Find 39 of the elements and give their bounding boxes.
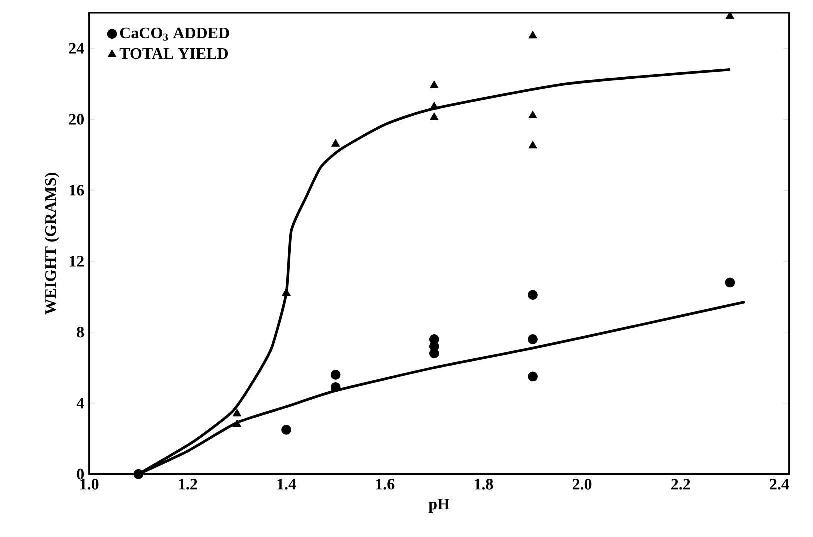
x-tick-label: 1.4 [278, 479, 296, 490]
point [528, 334, 538, 344]
legend-label: CaCO$_{3}$ ADDED [120, 28, 230, 41]
point [282, 288, 291, 296]
point [528, 372, 538, 382]
point [726, 12, 734, 20]
y-tick-label: 24 [69, 43, 84, 54]
x-tick-label: 2.4 [770, 479, 790, 490]
point [429, 348, 440, 359]
point [330, 382, 341, 392]
point [134, 469, 144, 480]
point [725, 278, 736, 288]
point [330, 370, 341, 380]
x-tick-label: 1.0 [80, 479, 99, 490]
point [430, 112, 439, 120]
point [528, 31, 538, 39]
y-tick-label: 16 [70, 185, 84, 196]
x-tick-label: 2.2 [672, 479, 690, 490]
y-tick-label: 4 [76, 398, 84, 409]
x-tick-label: 1.2 [179, 479, 198, 490]
y-tick-label: 0 [77, 468, 84, 480]
point [430, 102, 439, 110]
x-tick-label: 1.6 [376, 479, 395, 490]
x-axis-title: pH [428, 499, 450, 513]
x-tick-label: 1.8 [474, 479, 494, 490]
x-tick-label: 2.0 [572, 479, 592, 490]
point [232, 420, 242, 428]
y-axis-title: WEIGHT (GRAMS) [44, 173, 60, 315]
point [528, 290, 538, 300]
y-tick-label: 12 [70, 256, 84, 267]
point [528, 110, 538, 119]
y-tick-label: 8 [77, 326, 84, 338]
point [232, 409, 242, 417]
point [528, 141, 538, 149]
point [430, 80, 439, 88]
point [282, 425, 292, 435]
y-tick-label: 20 [69, 114, 84, 125]
legend-label: TOTAL YIELD [120, 48, 228, 60]
point [332, 139, 340, 147]
